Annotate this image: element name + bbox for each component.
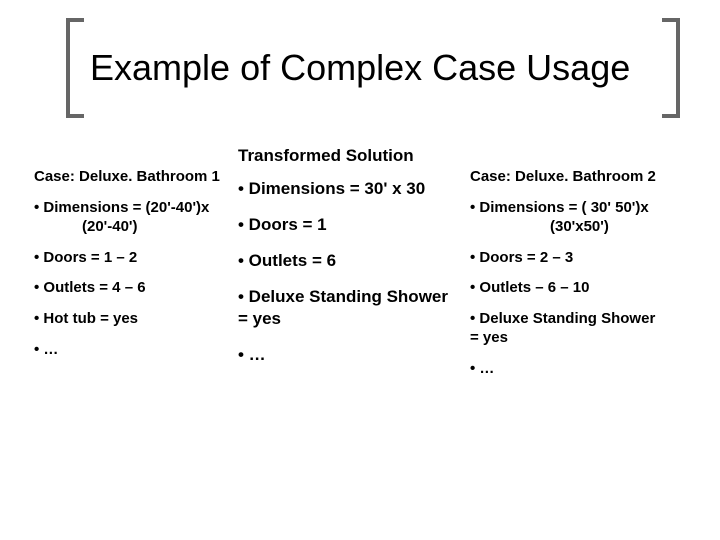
content-columns: Case: Deluxe. Bathroom 1 • Dimensions = … (34, 168, 700, 390)
case1-dim-line2: (20'-40') (34, 218, 138, 235)
mid-shower: • Deluxe Standing Shower = yes (238, 286, 464, 330)
case2-shower-line2: = yes (470, 329, 508, 346)
case2-title: Case: Deluxe. Bathroom 2 (470, 168, 698, 185)
case1-dimensions: • Dimensions = (20'-40')x (20'-40') (34, 199, 232, 237)
slide-title-block: Example of Complex Case Usage (66, 18, 680, 118)
mid-shower-line2: = yes (238, 309, 281, 328)
case1-ellipsis: • … (34, 341, 232, 360)
mid-ellipsis: • … (238, 344, 464, 366)
case2-ellipsis: • … (470, 360, 698, 379)
case1-doors: • Doors = 1 – 2 (34, 249, 232, 268)
case-left-column: Case: Deluxe. Bathroom 1 • Dimensions = … (34, 168, 232, 390)
case2-outlets: • Outlets – 6 – 10 (470, 279, 698, 298)
transformed-title: Transformed Solution (238, 146, 464, 166)
case2-doors: • Doors = 2 – 3 (470, 249, 698, 268)
case-right-column: Case: Deluxe. Bathroom 2 • Dimensions = … (470, 168, 698, 390)
mid-dimensions: • Dimensions = 30' x 30 (238, 178, 464, 200)
mid-shower-line1: • Deluxe Standing Shower (238, 287, 448, 306)
transformed-column: Transformed Solution • Dimensions = 30' … (238, 168, 464, 390)
case2-dim-line2: (30'x50') (470, 218, 609, 235)
bracket-left-icon (66, 18, 84, 118)
case2-shower-line1: • Deluxe Standing Shower (470, 310, 655, 327)
case1-dim-line1: • Dimensions = (20'-40')x (34, 199, 209, 216)
slide-title: Example of Complex Case Usage (84, 47, 662, 88)
case1-hottub: • Hot tub = yes (34, 310, 232, 329)
case1-title: Case: Deluxe. Bathroom 1 (34, 168, 232, 185)
mid-outlets: • Outlets = 6 (238, 250, 464, 272)
bracket-right-icon (662, 18, 680, 118)
mid-doors: • Doors = 1 (238, 214, 464, 236)
case2-shower: • Deluxe Standing Shower = yes (470, 310, 698, 348)
case2-dimensions: • Dimensions = ( 30' 50')x (30'x50') (470, 199, 698, 237)
case1-outlets: • Outlets = 4 – 6 (34, 279, 232, 298)
case2-dim-line1: • Dimensions = ( 30' 50')x (470, 199, 649, 216)
